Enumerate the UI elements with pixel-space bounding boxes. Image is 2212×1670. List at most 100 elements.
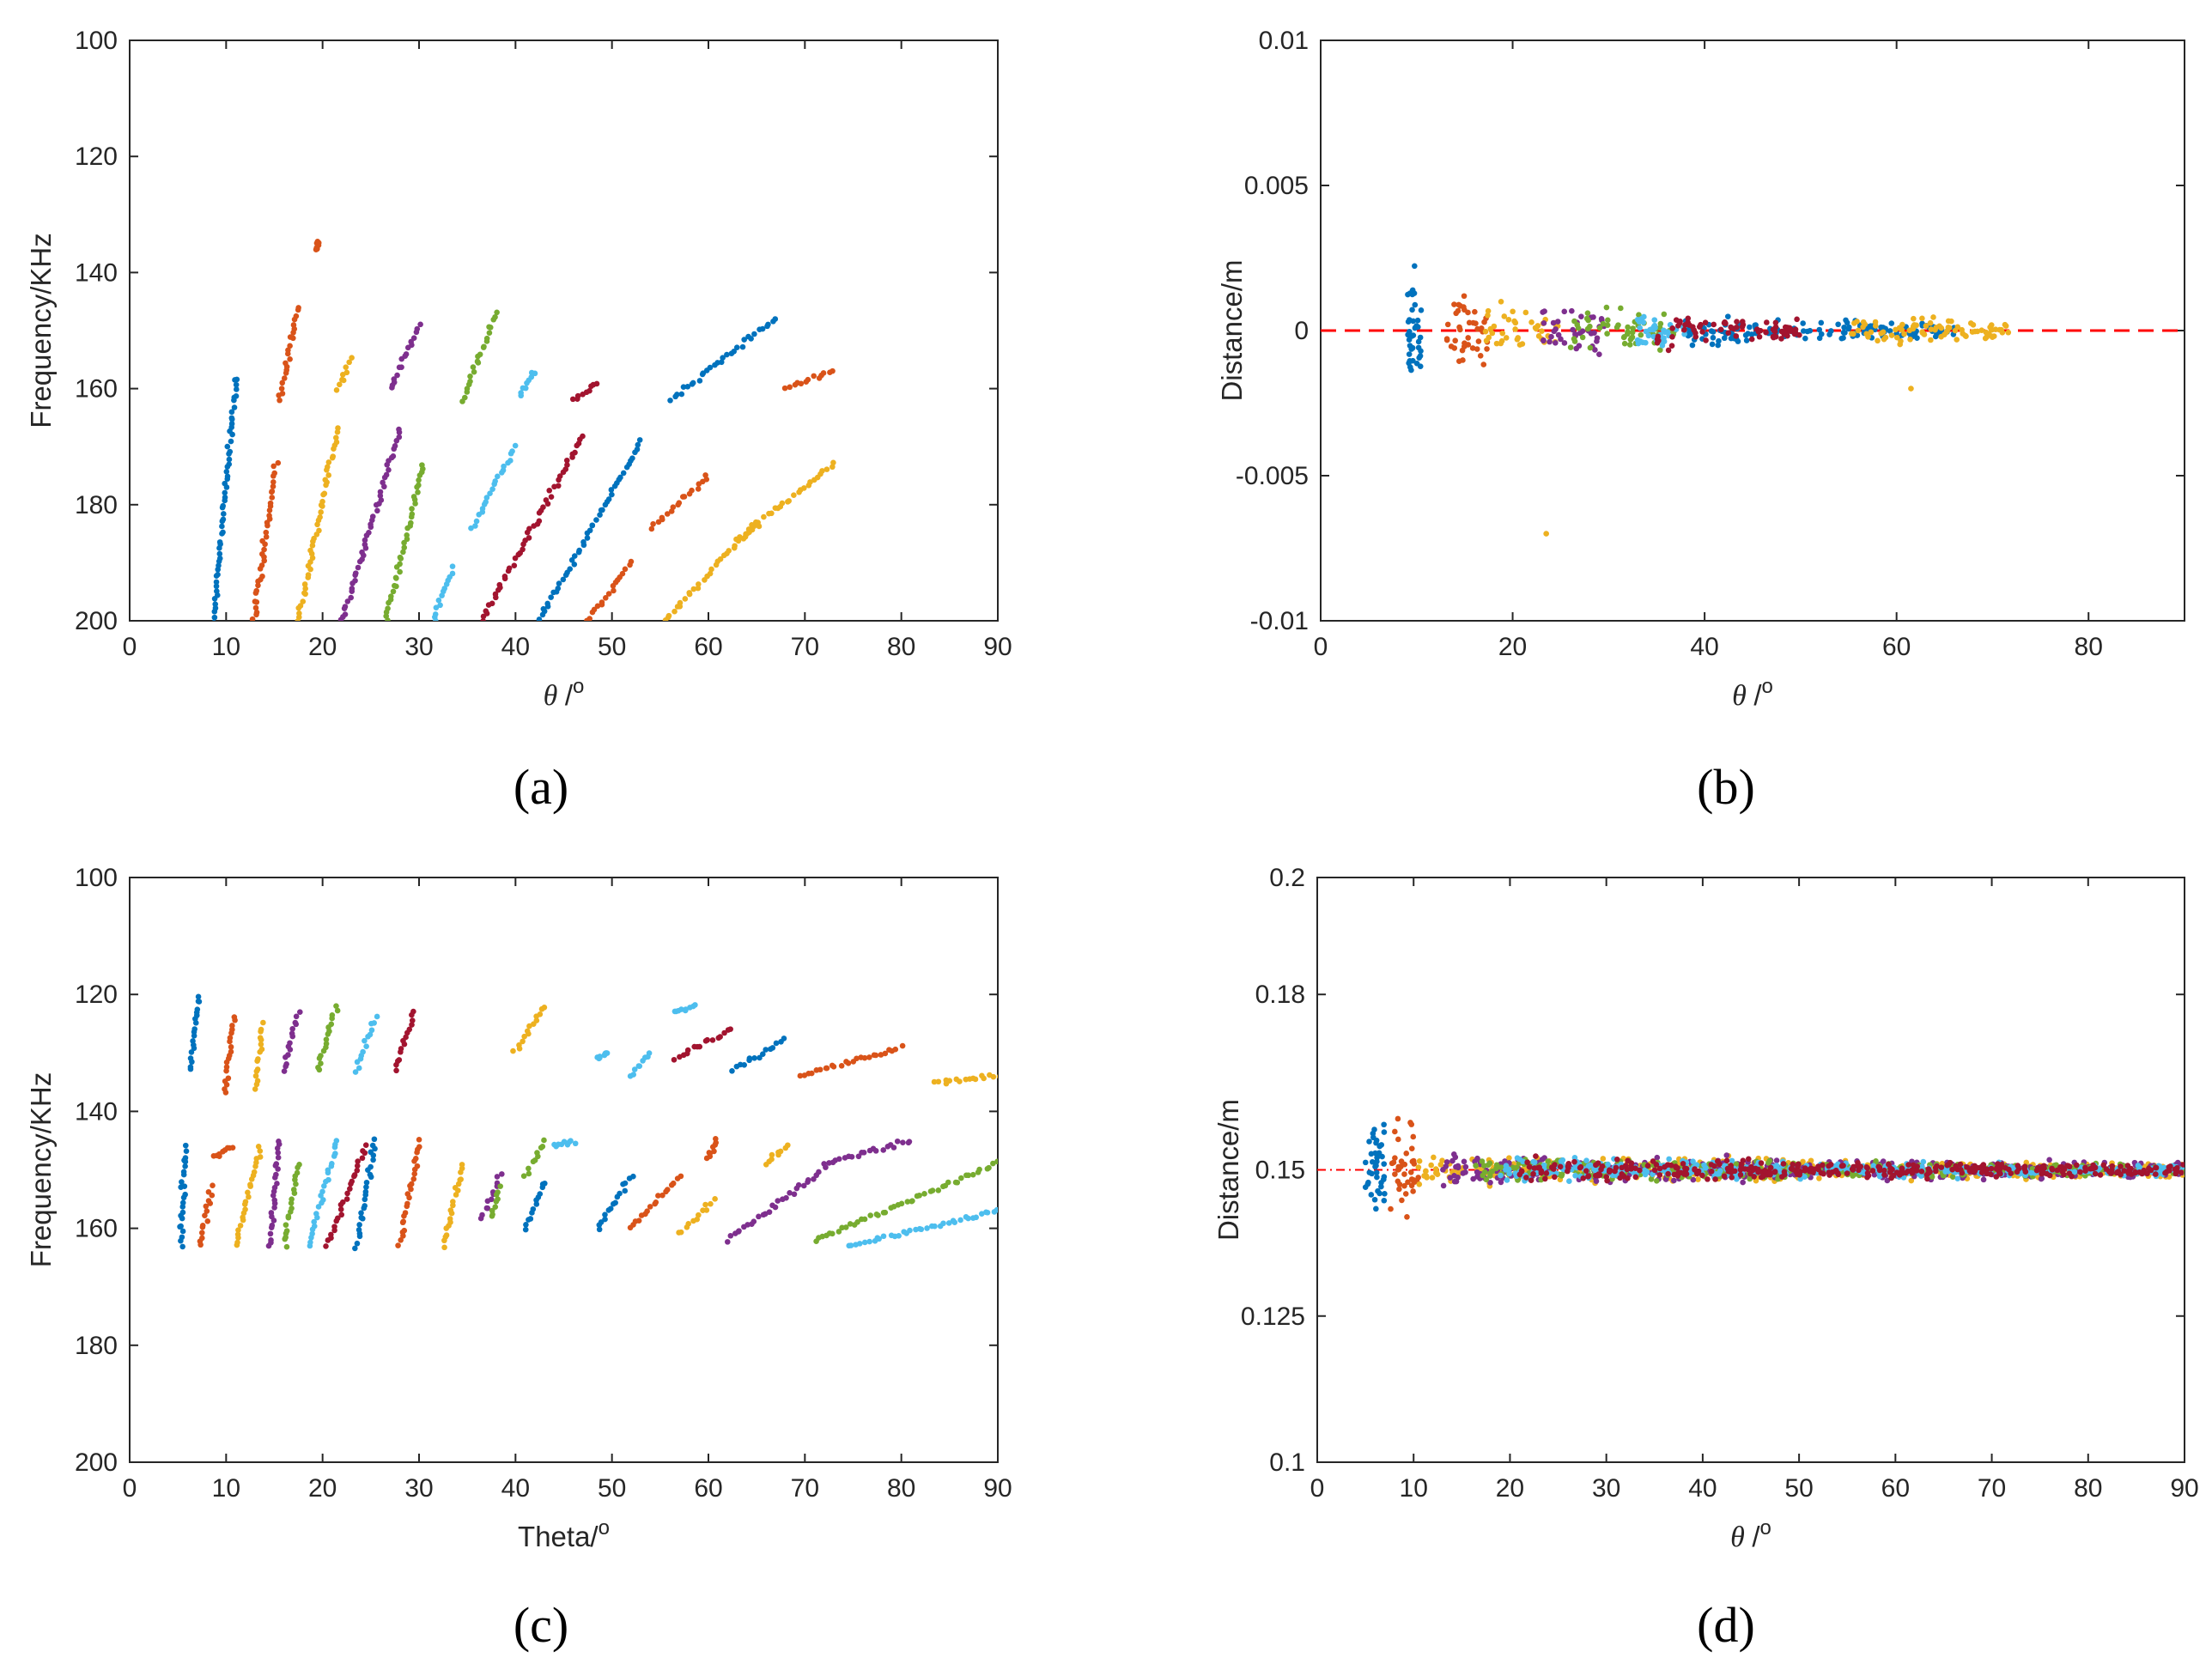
- scatter-layer: [211, 239, 836, 621]
- data-point: [1512, 1170, 1519, 1176]
- data-point: [511, 562, 518, 569]
- data-point: [507, 458, 514, 464]
- data-point: [596, 1226, 603, 1233]
- data-point: [416, 482, 422, 489]
- data-point: [406, 1026, 413, 1033]
- data-point: [2121, 1168, 2127, 1174]
- data-point: [1715, 342, 1721, 349]
- data-point: [1628, 335, 1635, 342]
- data-point: [769, 1156, 775, 1163]
- data-point: [343, 1196, 350, 1202]
- data-point: [823, 1065, 830, 1072]
- data-point: [1957, 1161, 1964, 1168]
- data-point: [678, 391, 685, 398]
- data-point: [297, 603, 304, 609]
- data-point: [1761, 1168, 1768, 1174]
- data-point: [900, 1139, 906, 1145]
- data-point: [1585, 1173, 1591, 1180]
- data-point: [1626, 342, 1633, 348]
- data-point: [1552, 1162, 1558, 1168]
- data-point: [703, 1207, 710, 1213]
- axes-box-c: [129, 877, 999, 1463]
- data-point: [830, 459, 836, 466]
- data-point: [2136, 1169, 2142, 1175]
- series-mode-7: [1516, 1153, 2185, 1184]
- data-point: [1860, 319, 1867, 325]
- data-point: [240, 1214, 246, 1221]
- data-point: [371, 1020, 377, 1026]
- y-tick-label: 180: [75, 491, 118, 519]
- data-point: [880, 1147, 887, 1153]
- data-point: [526, 525, 532, 532]
- data-point: [403, 1034, 409, 1041]
- data-point: [727, 1026, 733, 1032]
- data-point: [1875, 337, 1881, 344]
- data-point: [1523, 1175, 1529, 1181]
- data-point: [414, 325, 421, 332]
- data-point: [1767, 1169, 1773, 1176]
- data-point: [694, 1216, 701, 1223]
- data-point: [1408, 1182, 1415, 1189]
- data-point: [994, 1158, 998, 1165]
- data-point: [1571, 1155, 1578, 1161]
- data-point: [1832, 1168, 1838, 1175]
- data-point: [301, 581, 308, 587]
- data-point: [532, 370, 538, 377]
- data-point: [1909, 1169, 1916, 1176]
- data-point: [234, 386, 240, 392]
- data-point: [1721, 335, 1728, 342]
- data-point: [410, 1008, 416, 1015]
- data-point: [2022, 1169, 2029, 1175]
- data-point: [1455, 301, 1462, 308]
- data-point: [362, 1196, 368, 1203]
- data-point: [224, 473, 231, 480]
- data-point: [1794, 316, 1800, 323]
- data-point: [335, 425, 341, 431]
- data-point: [522, 1226, 529, 1233]
- data-point: [285, 1052, 291, 1058]
- data-point: [391, 376, 398, 382]
- data-point: [1416, 1181, 1423, 1187]
- data-point: [1570, 326, 1576, 333]
- data-point: [875, 1212, 881, 1218]
- data-point: [1893, 1169, 1900, 1175]
- data-point: [548, 594, 554, 600]
- data-point: [1440, 1182, 1447, 1189]
- data-point: [355, 1158, 361, 1164]
- data-point: [1816, 326, 1823, 333]
- data-point: [1740, 1179, 1746, 1186]
- data-point: [1692, 333, 1699, 340]
- data-point: [1381, 1129, 1388, 1135]
- data-point: [670, 1180, 677, 1187]
- data-point: [1878, 331, 1884, 337]
- data-point: [750, 523, 757, 530]
- data-point: [222, 489, 228, 496]
- data-point: [2005, 329, 2012, 336]
- data-point: [1632, 1165, 1638, 1172]
- data-point: [212, 601, 219, 607]
- data-point: [935, 1187, 942, 1193]
- data-point: [1873, 1158, 1879, 1164]
- data-point: [593, 380, 600, 387]
- y-tick-label: 120: [75, 143, 118, 171]
- data-point: [965, 1215, 971, 1222]
- data-point: [856, 1241, 863, 1247]
- data-point: [1462, 1163, 1469, 1170]
- data-point: [333, 439, 340, 446]
- data-point: [609, 491, 615, 498]
- data-point: [524, 1028, 531, 1035]
- data-point: [259, 573, 265, 580]
- data-point: [635, 441, 641, 448]
- data-point: [410, 1175, 417, 1182]
- data-point: [1423, 1168, 1429, 1175]
- data-point: [518, 390, 524, 396]
- data-point: [231, 404, 238, 410]
- data-point: [1893, 334, 1900, 341]
- data-point: [1443, 1163, 1449, 1169]
- data-point: [935, 1078, 942, 1085]
- data-point: [1964, 1164, 1970, 1170]
- data-point: [270, 463, 276, 470]
- data-point: [1954, 337, 1960, 343]
- data-point: [1504, 1177, 1510, 1183]
- data-point: [1528, 1177, 1534, 1183]
